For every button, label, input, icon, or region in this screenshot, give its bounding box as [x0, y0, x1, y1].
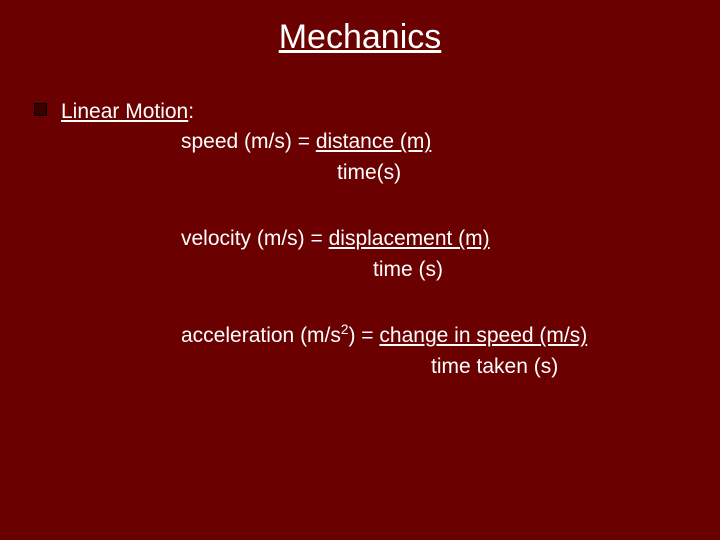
- speed-rhs-bottom: time(s): [337, 161, 401, 184]
- formula-velocity-line1: velocity (m/s) = displacement (m): [181, 224, 587, 254]
- bullet-row: Linear Motion: speed (m/s) = distance (m…: [34, 97, 690, 418]
- speed-rhs-top: distance (m): [316, 130, 432, 153]
- slide-title: Mechanics: [30, 18, 690, 57]
- bullet-heading: Linear Motion: [61, 100, 188, 123]
- formula-velocity-line2: time (s): [373, 255, 587, 285]
- formula-acceleration: acceleration (m/s2) = change in speed (m…: [181, 321, 587, 382]
- formula-velocity: velocity (m/s) = displacement (m) time (…: [181, 224, 587, 285]
- accel-lhs-b: ) =: [348, 324, 379, 347]
- accel-rhs-bottom: time taken (s): [431, 355, 558, 378]
- colon: :: [188, 100, 194, 123]
- accel-lhs-a: acceleration (m/s: [181, 324, 341, 347]
- slide: Mechanics Linear Motion: speed (m/s) = d…: [0, 0, 720, 540]
- formula-speed-line1: speed (m/s) = distance (m): [181, 127, 587, 157]
- velocity-rhs-top: displacement (m): [329, 227, 490, 250]
- formula-accel-line1: acceleration (m/s2) = change in speed (m…: [181, 321, 587, 351]
- formula-accel-line2: time taken (s): [431, 352, 587, 382]
- accel-rhs-top: change in speed (m/s): [379, 324, 587, 347]
- formula-speed-line2: time(s): [337, 158, 587, 188]
- velocity-rhs-bottom: time (s): [373, 258, 443, 281]
- speed-lhs: speed (m/s) =: [181, 130, 316, 153]
- slide-content: Linear Motion: speed (m/s) = distance (m…: [61, 97, 587, 418]
- velocity-lhs: velocity (m/s) =: [181, 227, 329, 250]
- formula-speed: speed (m/s) = distance (m) time(s): [181, 127, 587, 188]
- bullet-square-icon: [34, 103, 47, 116]
- bullet-heading-line: Linear Motion:: [61, 97, 587, 127]
